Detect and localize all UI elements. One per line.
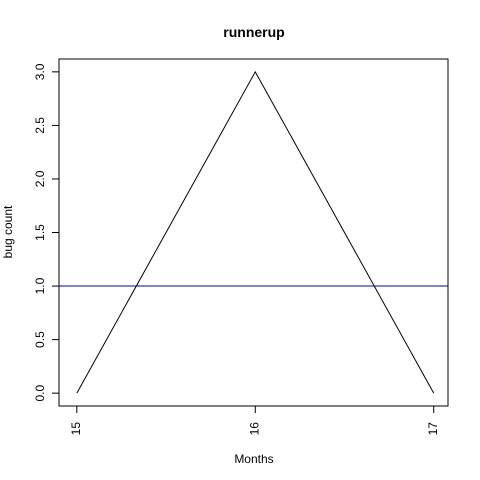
x-tick-label: 15: [69, 422, 83, 436]
y-tick-label: 2.5: [33, 117, 47, 134]
y-tick-label: 3.0: [33, 63, 47, 80]
ticks-layer: 15 16 17 0.0 0.5 1.0 1.5 2.0 2.5 3.0: [33, 63, 440, 435]
series-line: [76, 70, 435, 394]
x-axis-label: Months: [234, 452, 273, 466]
chart-title: runnerup: [223, 24, 284, 40]
y-tick-label: 1.0: [33, 277, 47, 294]
y-axis-label: bug count: [1, 205, 15, 258]
y-tick-label: 2.0: [33, 170, 47, 187]
x-tick-label: 17: [426, 422, 440, 436]
plot-frame: [58, 58, 449, 407]
y-tick-label: 0.5: [33, 331, 47, 348]
x-tick-label: 16: [247, 422, 261, 436]
y-tick-label: 1.5: [33, 224, 47, 241]
y-tick-label: 0.0: [33, 384, 47, 401]
lines-layer: [59, 70, 448, 394]
